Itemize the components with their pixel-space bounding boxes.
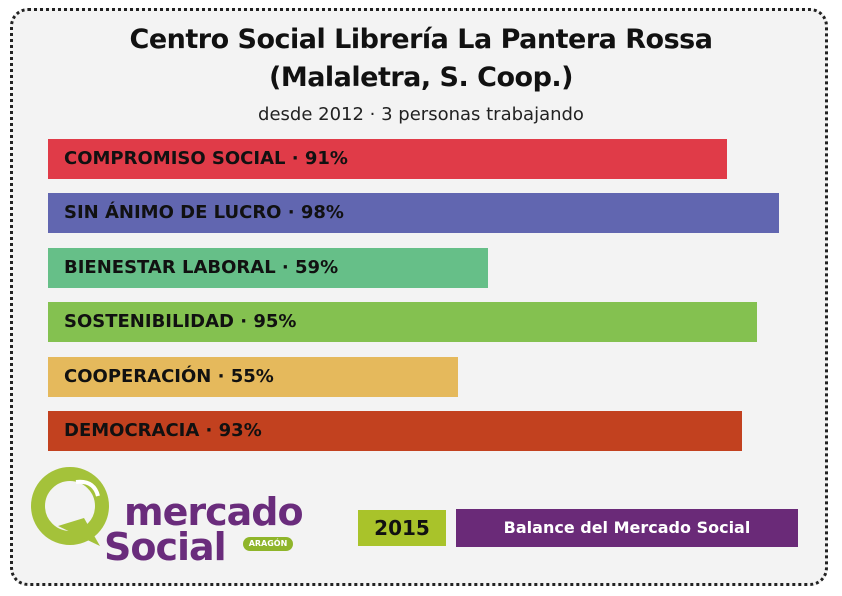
logo-word-mercado: mercado [124, 490, 304, 534]
bar-label-1: COMPROMISO SOCIAL · 91% [64, 148, 348, 169]
bar-4 [48, 302, 757, 342]
logo-badge-aragon: ARAGÓN [243, 537, 293, 551]
bar-1 [48, 139, 727, 179]
bar-label-6: DEMOCRACIA · 93% [64, 420, 262, 441]
mercado-social-logo-icon [31, 467, 109, 546]
chart-title-line2: (Malaletra, S. Coop.) [268, 62, 574, 93]
chart-subtitle: desde 2012 · 3 personas trabajando [258, 104, 584, 125]
bar-label-3: BIENESTAR LABORAL · 59% [64, 257, 339, 278]
logo-word-social: Social [104, 525, 227, 569]
bar-label-2: SIN ÁNIMO DE LUCRO · 98% [64, 202, 344, 223]
balance-label: Balance del Mercado Social [456, 509, 798, 547]
bar-3 [48, 248, 488, 288]
chart-title-line1: Centro Social Librería La Pantera Rossa [129, 24, 713, 55]
bar-label-5: COOPERACIÓN · 55% [64, 366, 274, 387]
bar-2 [48, 193, 779, 233]
bar-5 [48, 357, 458, 397]
year-badge: 2015 [358, 510, 446, 546]
bar-label-4: SOSTENIBILIDAD · 95% [64, 311, 297, 332]
card-frame [10, 8, 828, 586]
bar-6 [48, 411, 742, 451]
